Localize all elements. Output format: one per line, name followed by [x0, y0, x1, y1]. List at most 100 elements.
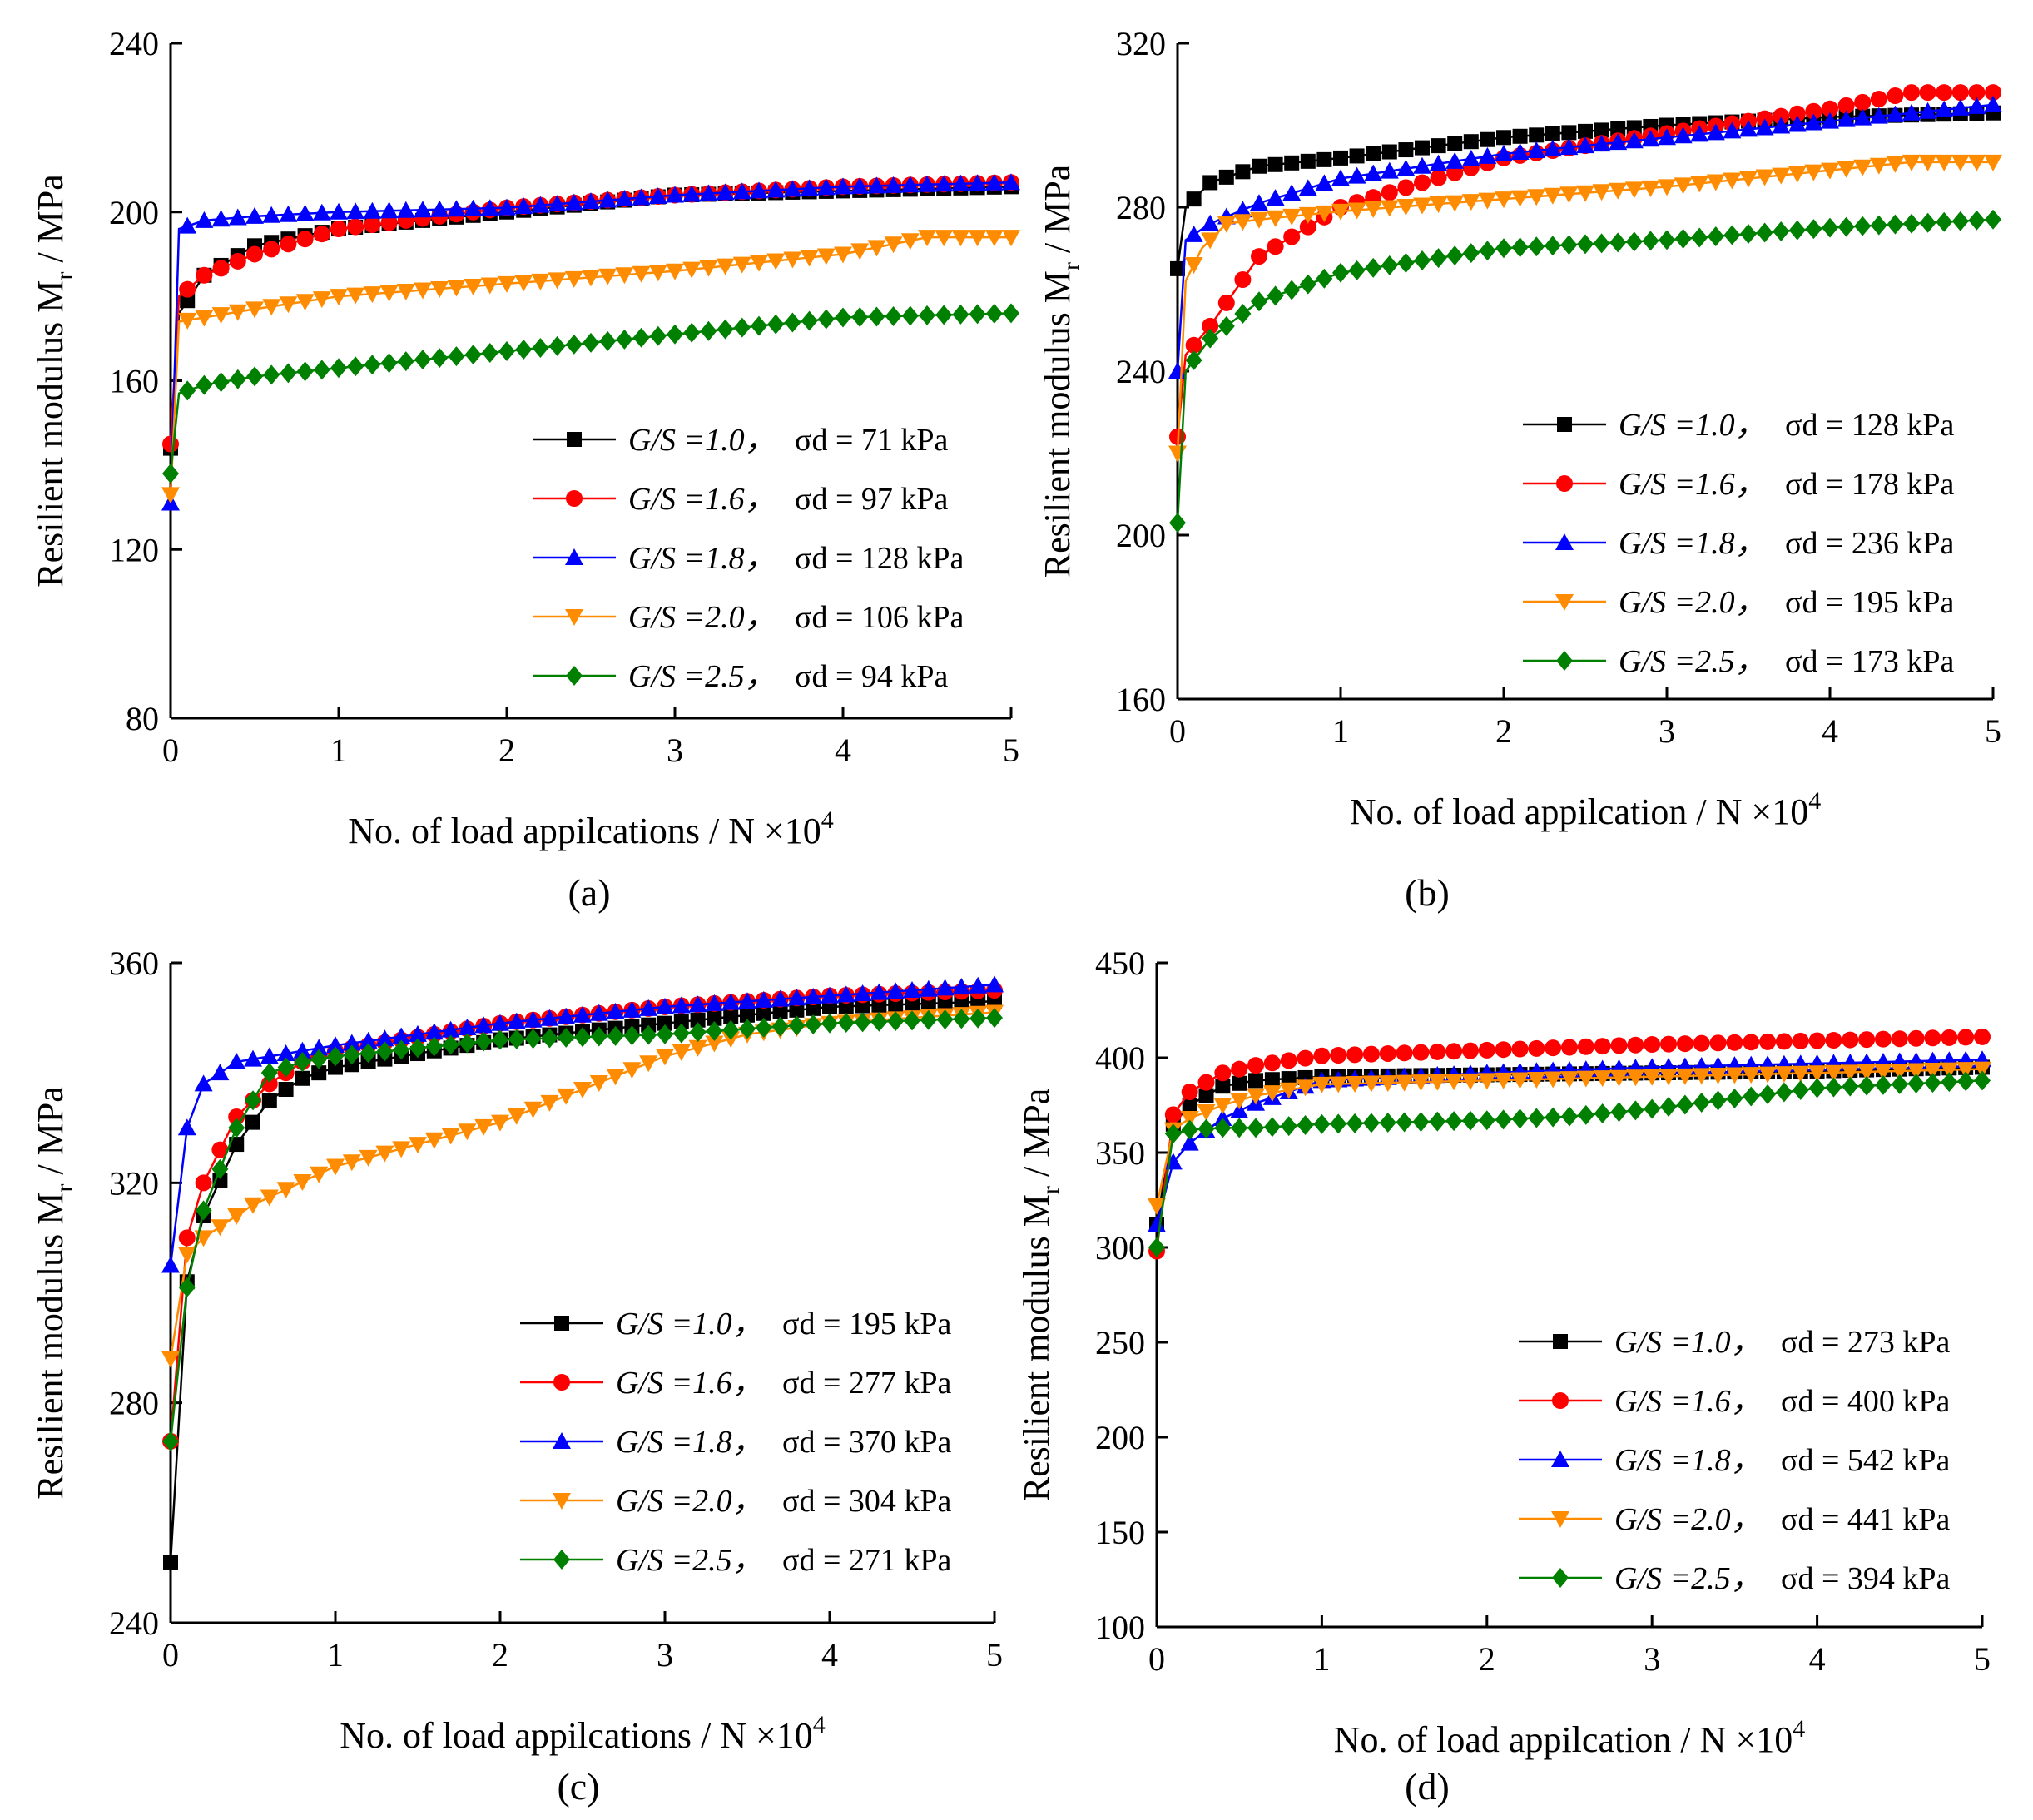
series-4	[162, 1008, 1003, 1451]
data-point	[951, 230, 970, 247]
legend-entry: G/S =1.6，	[628, 482, 776, 517]
data-point	[310, 1166, 329, 1183]
x-tick-label: 2	[492, 1636, 508, 1674]
data-point	[1214, 1064, 1232, 1082]
data-point	[524, 1029, 542, 1049]
data-point	[379, 201, 399, 219]
data-point	[1234, 304, 1252, 325]
data-point	[1510, 190, 1530, 207]
legend-entry: G/S =2.5，	[616, 1543, 764, 1578]
data-point	[211, 1141, 229, 1158]
data-point	[1742, 1067, 1761, 1084]
data-point	[448, 346, 465, 367]
legend-marker	[1556, 651, 1573, 671]
data-point	[359, 1149, 378, 1167]
data-point	[1792, 1079, 1809, 1100]
data-point	[1197, 1103, 1216, 1121]
data-point	[1951, 98, 1970, 116]
data-point	[1726, 1034, 1743, 1051]
y-axis-label: Resilient modulus Mr / MPa	[30, 174, 78, 587]
x-tick-label: 0	[162, 1636, 179, 1674]
data-point	[766, 181, 786, 198]
data-point	[1397, 179, 1415, 196]
series-4	[162, 303, 1019, 484]
y-tick-label: 240	[109, 1604, 159, 1642]
data-point	[1316, 268, 1333, 289]
legend: G/S =1.0， σd = 71 kPa G/S =1.6， σd = 97 kPa…	[533, 423, 964, 694]
data-point	[245, 301, 264, 319]
data-point	[935, 175, 954, 192]
y-tick-label: 320	[1116, 25, 1166, 62]
data-point	[1788, 115, 1807, 132]
data-point	[1527, 189, 1546, 206]
data-point	[1903, 84, 1920, 102]
data-point	[1349, 148, 1365, 164]
data-point	[1365, 257, 1382, 278]
data-point	[1332, 262, 1349, 283]
data-point	[1197, 1074, 1215, 1091]
data-point	[1528, 1039, 1545, 1057]
data-point	[1690, 125, 1709, 142]
data-point	[599, 330, 617, 351]
data-point	[458, 1123, 477, 1141]
data-point	[458, 1018, 477, 1035]
data-point	[918, 230, 936, 247]
data-point	[531, 273, 550, 290]
data-point	[162, 1431, 179, 1451]
data-point	[1739, 171, 1758, 188]
data-point	[1659, 1069, 1678, 1086]
x-tick-label: 1	[1313, 1640, 1330, 1678]
data-point	[1296, 1079, 1315, 1097]
data-point	[1366, 146, 1381, 161]
data-point	[1772, 117, 1791, 134]
data-point	[1231, 1060, 1248, 1078]
data-point	[1805, 102, 1822, 120]
data-point	[854, 1012, 871, 1033]
data-point	[1788, 105, 1806, 122]
data-point	[211, 1219, 230, 1237]
data-point	[801, 310, 818, 331]
data-point	[1577, 1104, 1594, 1125]
data-point	[481, 343, 498, 364]
data-point	[850, 176, 870, 194]
data-point	[1511, 237, 1529, 258]
data-point	[246, 366, 263, 387]
data-point	[1378, 1075, 1397, 1093]
data-point	[227, 1052, 246, 1069]
data-point	[464, 278, 483, 295]
data-point	[330, 358, 347, 379]
data-point	[1413, 197, 1431, 215]
data-point	[1842, 1076, 1859, 1097]
data-point	[952, 978, 971, 995]
data-point	[1709, 1090, 1727, 1111]
data-point	[1837, 110, 1856, 127]
data-point	[211, 1158, 229, 1179]
data-point	[1935, 154, 1954, 171]
legend-stress: σd = 71 kPa	[795, 423, 949, 458]
data-point	[531, 196, 550, 213]
data-point	[672, 1023, 690, 1044]
data-point	[1984, 154, 2002, 171]
data-point	[1627, 1100, 1644, 1121]
data-point	[430, 200, 449, 217]
data-point	[1431, 138, 1446, 154]
data-point	[557, 1088, 576, 1105]
data-point	[1807, 1065, 1827, 1083]
data-point	[1348, 260, 1366, 280]
data-point	[1693, 1034, 1710, 1052]
data-point	[667, 324, 683, 345]
data-point	[1461, 194, 1480, 211]
x-tick-label: 1	[330, 731, 347, 769]
data-point	[211, 307, 231, 325]
data-point	[245, 1114, 260, 1130]
data-point	[196, 374, 213, 395]
y-tick-label: 400	[1095, 1039, 1145, 1077]
data-point	[1561, 125, 1577, 141]
data-point	[1951, 211, 1969, 231]
data-point	[1951, 84, 1969, 102]
data-point	[162, 464, 179, 484]
data-point	[1330, 1113, 1347, 1134]
data-point	[623, 1025, 641, 1046]
data-point	[328, 1059, 343, 1075]
data-point	[1428, 1074, 1447, 1091]
